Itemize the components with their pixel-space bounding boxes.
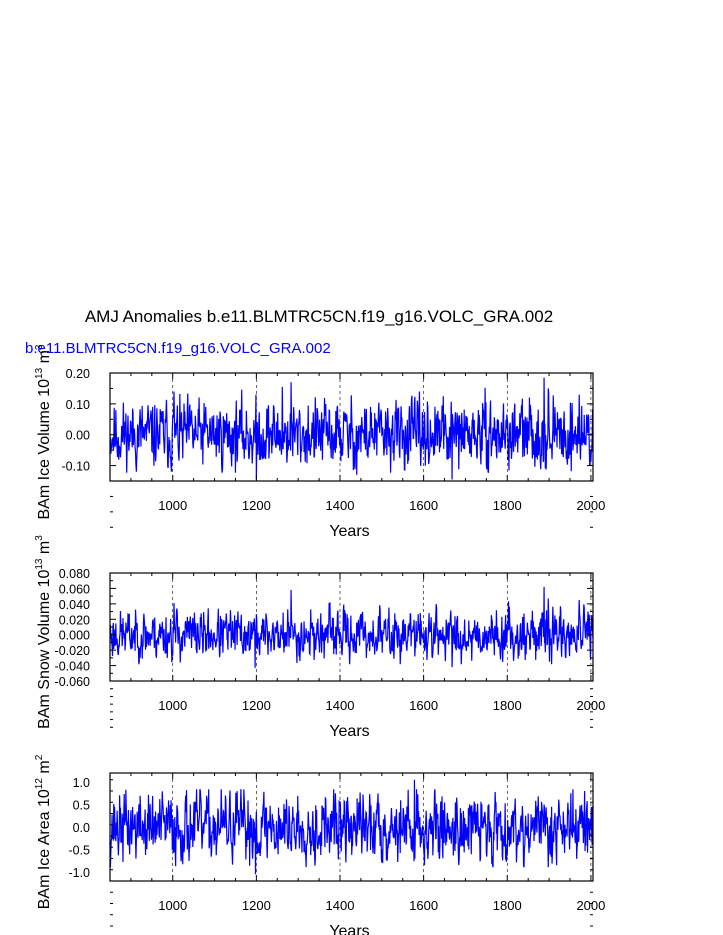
figure-title: AMJ Anomalies b.e11.BLMTRC5CN.f19_g16.VO… xyxy=(85,307,553,326)
plot-frame xyxy=(109,772,594,882)
x-tick-label: 1200 xyxy=(242,898,271,913)
x-tick-label: 1400 xyxy=(326,698,355,713)
x-tick-label: 1400 xyxy=(326,498,355,513)
y-axis-label-ylabel-unit-exp: 2 xyxy=(34,754,45,760)
y-tick-label: 0.000 xyxy=(59,629,90,643)
y-axis-label-ylabel-exp: 13 xyxy=(34,367,45,379)
y-axis-label-ylabel-unit-exp: 3 xyxy=(34,535,45,541)
x-tick-label: 1200 xyxy=(242,698,271,713)
figure-subtitle: b.e11.BLMTRC5CN.f19_g16.VOLC_GRA.002 xyxy=(25,340,331,357)
y-axis-label-ylabel-unit-exp: 3 xyxy=(34,344,45,350)
x-tick-label: 2000 xyxy=(576,498,605,513)
y-axis-label-ylabel-main: BAm Ice Volume 10 xyxy=(36,379,53,520)
y-axis-label: BAm Ice Volume 1013 m3 xyxy=(34,344,53,519)
y-tick-label: 0.020 xyxy=(59,613,90,627)
panel-3: 1000 1200 1400 1600 1800 2000 -1.0 -0.5 0.0 0.5 1.… xyxy=(34,754,605,935)
x-tick-label: 1800 xyxy=(493,898,522,913)
x-tick-label: 2000 xyxy=(576,698,605,713)
y-tick-label: 1.0 xyxy=(73,776,90,790)
y-tick-label: 0.00 xyxy=(66,429,90,443)
y-tick-label: 0.080 xyxy=(59,567,90,581)
x-tick-label: 1600 xyxy=(409,698,438,713)
x-tick-label: 1800 xyxy=(493,698,522,713)
x-tick-label: 1800 xyxy=(493,498,522,513)
y-tick-label: -0.040 xyxy=(55,660,90,674)
x-tick-label: 2000 xyxy=(576,898,605,913)
y-tick-label: 0.0 xyxy=(73,821,90,835)
y-axis-label-ylabel-main: BAm Snow Volume 10 xyxy=(36,570,53,729)
y-tick-label: 0.5 xyxy=(73,799,90,813)
panels: 1000 1200 1400 1600 1800 2000 -0.10 0.00 0.10 0.2… xyxy=(34,344,605,935)
y-tick-label: 0.20 xyxy=(66,367,90,381)
panel-2: 1000 1200 1400 1600 1800 2000 -0.060-0.040 -0.0… xyxy=(34,535,605,740)
x-tick-label: 1600 xyxy=(409,898,438,913)
x-axis-label: Years xyxy=(329,523,369,540)
y-axis-label-ylabel-unit: m xyxy=(36,760,53,778)
y-axis-label: BAm Snow Volume 1013 m3 xyxy=(34,535,53,729)
y-tick-label: -0.060 xyxy=(55,675,90,689)
x-tick-label: 1400 xyxy=(326,898,355,913)
x-tick-label: 1000 xyxy=(158,498,187,513)
y-axis-label-ylabel-main: BAm Ice Area 10 xyxy=(36,789,53,909)
y-axis-label-ylabel-unit: m xyxy=(36,541,53,559)
y-tick-label: -1.0 xyxy=(68,866,90,880)
series-line-0 xyxy=(109,586,594,668)
x-axis-label: Years xyxy=(329,923,369,935)
y-axis-label: BAm Ice Area 1012 m2 xyxy=(34,754,53,909)
series-line-0 xyxy=(109,779,594,875)
x-tick-label: 1000 xyxy=(158,898,187,913)
x-tick-label: 1600 xyxy=(409,498,438,513)
y-axis-label-ylabel-unit: m xyxy=(36,350,53,368)
plot-frame xyxy=(109,372,594,482)
y-tick-label: -0.5 xyxy=(68,844,90,858)
x-axis-label: Years xyxy=(329,723,369,740)
y-tick-label: 0.040 xyxy=(59,598,90,612)
y-tick-label: -0.020 xyxy=(55,644,90,658)
y-axis-label-ylabel-exp: 13 xyxy=(34,558,45,570)
y-tick-label: -0.10 xyxy=(62,460,91,474)
series-line-0 xyxy=(109,377,594,480)
x-tick-label: 1000 xyxy=(158,698,187,713)
panel-1: 1000 1200 1400 1600 1800 2000 -0.10 0.00 0.10 0.2… xyxy=(34,344,605,540)
y-tick-label: 0.10 xyxy=(66,398,90,412)
x-tick-label: 1200 xyxy=(242,498,271,513)
y-axis-label-ylabel-exp: 12 xyxy=(34,778,45,790)
y-tick-label: 0.060 xyxy=(59,582,90,596)
